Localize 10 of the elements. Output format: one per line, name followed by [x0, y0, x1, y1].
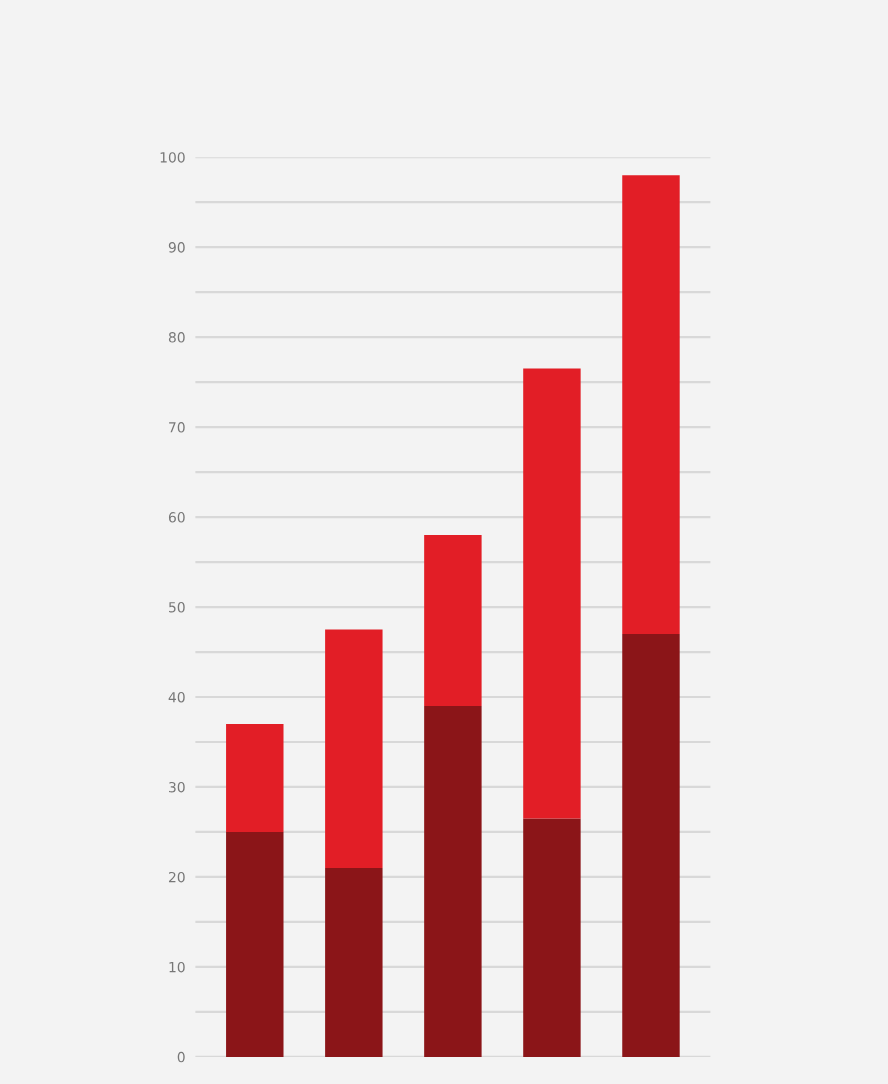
bar	[523, 818, 581, 1057]
bar	[523, 368, 581, 819]
bar	[424, 535, 482, 707]
bar	[325, 629, 383, 868]
bar	[226, 724, 284, 832]
bar	[325, 867, 383, 1057]
bar	[226, 831, 284, 1057]
bar	[622, 634, 680, 1057]
bar	[622, 175, 680, 635]
bar	[424, 706, 482, 1057]
